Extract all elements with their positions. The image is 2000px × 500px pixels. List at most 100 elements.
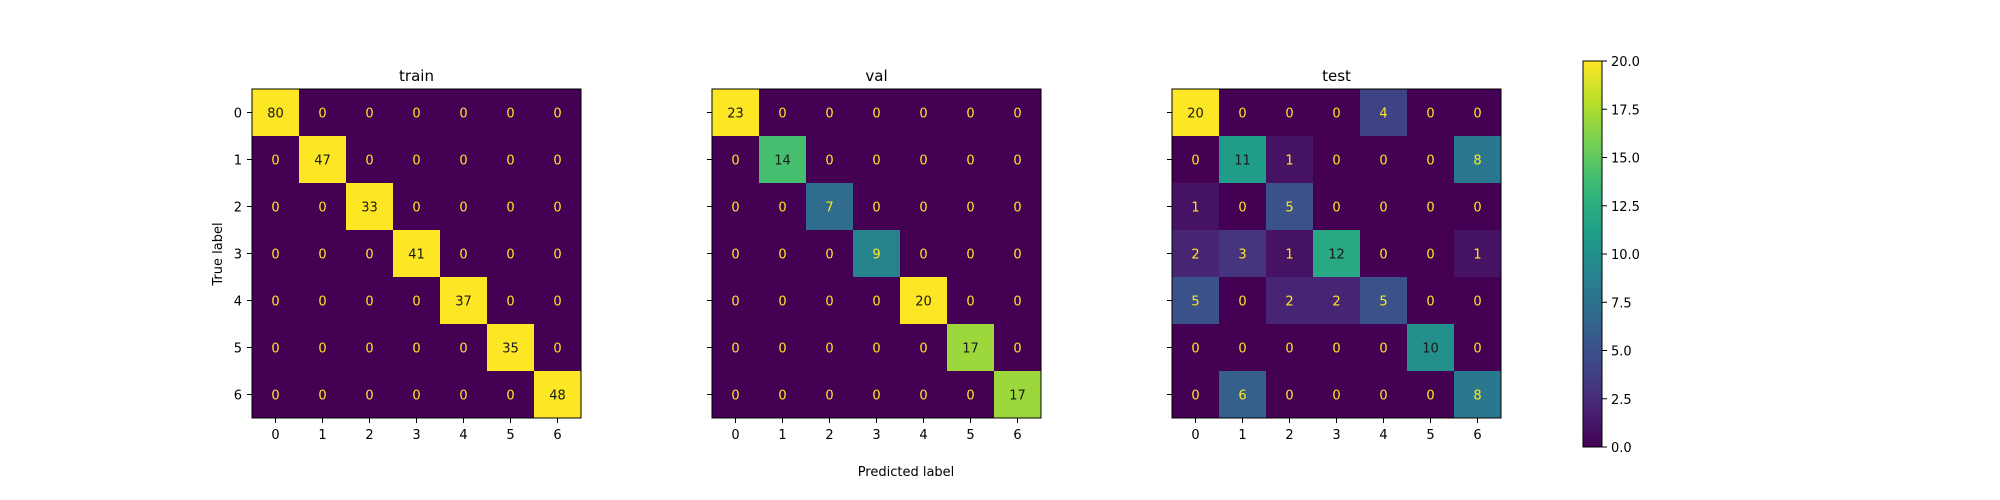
matrix-cell	[346, 183, 394, 231]
colorbar-tick-label: 15.0	[1611, 152, 1640, 167]
matrix-cell	[947, 371, 995, 419]
cell-value-label: 0	[731, 201, 739, 216]
matrix-cell	[1360, 277, 1408, 325]
matrix-cell	[759, 136, 807, 184]
cell-value-label: 0	[1013, 107, 1021, 122]
matrix-cell	[1219, 277, 1267, 325]
x-tick-label: 6	[1473, 428, 1481, 443]
x-tick-label: 4	[919, 428, 927, 443]
matrix-cell	[252, 371, 300, 419]
y-tick-label: 0	[234, 107, 242, 122]
y-tick-label: 2	[234, 201, 242, 216]
matrix-cell	[487, 136, 535, 184]
cell-value-label: 0	[365, 342, 373, 357]
y-tick-label: 4	[234, 295, 242, 310]
matrix-cell	[252, 89, 300, 137]
matrix-cell	[440, 324, 488, 372]
matrix-cell	[1313, 324, 1361, 372]
matrix-cell	[393, 371, 441, 419]
matrix-cell	[759, 371, 807, 419]
cell-value-label: 1	[1285, 248, 1293, 263]
matrix-cell	[759, 277, 807, 325]
matrix-cell	[440, 136, 488, 184]
cell-value-label: 4	[1379, 107, 1387, 122]
matrix-cell	[1360, 136, 1408, 184]
cell-value-label: 14	[774, 154, 791, 169]
cell-value-label: 0	[778, 389, 786, 404]
matrix-cell	[712, 371, 760, 419]
matrix-cell	[440, 183, 488, 231]
matrix-cell	[393, 230, 441, 278]
cell-value-label: 0	[271, 248, 279, 263]
matrix-cell	[1266, 183, 1314, 231]
cell-value-label: 0	[966, 154, 974, 169]
matrix-cell	[487, 230, 535, 278]
cell-value-label: 0	[271, 342, 279, 357]
cell-value-label: 1	[1473, 248, 1481, 263]
cell-value-label: 0	[1013, 295, 1021, 310]
cell-value-label: 0	[778, 248, 786, 263]
matrix-cell	[1219, 89, 1267, 137]
matrix-cell	[947, 89, 995, 137]
cell-value-label: 0	[1426, 389, 1434, 404]
cell-value-label: 0	[1191, 342, 1199, 357]
cell-value-label: 0	[318, 389, 326, 404]
cell-value-label: 0	[506, 389, 514, 404]
matrix-cell	[806, 183, 854, 231]
matrix-cell	[806, 371, 854, 419]
cell-value-label: 2	[1285, 295, 1293, 310]
x-tick-label: 4	[459, 428, 467, 443]
cell-value-label: 0	[825, 389, 833, 404]
cell-value-label: 2	[1191, 248, 1199, 263]
y-tick-label: 3	[234, 248, 242, 263]
matrix-cell	[994, 277, 1042, 325]
matrix-cell	[1219, 183, 1267, 231]
cell-value-label: 0	[825, 248, 833, 263]
cell-value-label: 0	[1238, 201, 1246, 216]
matrix-cell	[900, 371, 948, 419]
cell-value-label: 0	[271, 154, 279, 169]
matrix-cell	[1266, 277, 1314, 325]
cell-value-label: 0	[966, 248, 974, 263]
matrix-cell	[252, 230, 300, 278]
matrix-cell	[1172, 324, 1220, 372]
matrix-cell	[853, 230, 901, 278]
cell-value-label: 0	[919, 201, 927, 216]
cell-value-label: 17	[962, 342, 979, 357]
cell-value-label: 0	[1426, 201, 1434, 216]
matrix-cell	[900, 89, 948, 137]
x-tick-label: 1	[318, 428, 326, 443]
matrix-cell	[440, 230, 488, 278]
cell-value-label: 37	[455, 295, 472, 310]
cell-value-label: 23	[727, 107, 744, 122]
matrix-cell	[1172, 371, 1220, 419]
cell-value-label: 0	[1379, 342, 1387, 357]
cell-value-label: 0	[919, 107, 927, 122]
matrix-cell	[806, 136, 854, 184]
colorbar-gradient	[1582, 60, 1603, 448]
matrix-cell	[853, 183, 901, 231]
matrix-cell	[534, 183, 582, 231]
cell-value-label: 0	[318, 295, 326, 310]
cell-value-label: 0	[1013, 342, 1021, 357]
matrix-cell	[900, 230, 948, 278]
cell-value-label: 0	[966, 295, 974, 310]
cell-value-label: 5	[1285, 201, 1293, 216]
x-tick-label: 0	[1191, 428, 1199, 443]
matrix-cell	[252, 277, 300, 325]
matrix-cell	[487, 371, 535, 419]
colorbar-tick-label: 20.0	[1611, 55, 1640, 70]
matrix-cell	[1407, 89, 1455, 137]
cell-value-label: 0	[553, 342, 561, 357]
y-tick-label: 5	[234, 342, 242, 357]
matrix-cell	[534, 324, 582, 372]
matrix-cell	[487, 324, 535, 372]
matrix-cell	[1454, 183, 1502, 231]
x-tick-label: 5	[1426, 428, 1434, 443]
matrix-cell	[1407, 183, 1455, 231]
matrix-cell	[1172, 89, 1220, 137]
cell-value-label: 0	[365, 389, 373, 404]
cell-value-label: 5	[1379, 295, 1387, 310]
